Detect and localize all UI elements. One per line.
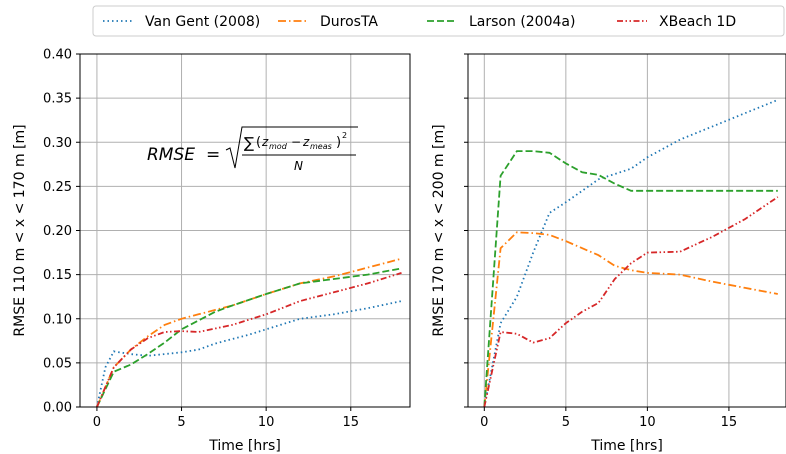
formula-minus: − [291,135,301,149]
formula-sqrt [225,126,358,169]
series-xbeach-1d [483,196,779,408]
formula-close-paren: ) [336,135,341,150]
legend-label-larson-2004a: Larson (2004a) [469,14,575,30]
series-xbeach-1d [96,272,402,408]
y-tick-label: 0.35 [43,92,72,107]
right-panel: 0 5 10 15 Time [hrs] RMSE 170 m < x < 200 m [… [431,53,786,454]
formula-open-paren: ( [256,135,261,150]
formula-lhs: RMSE [147,145,195,165]
formula-power: 2 [342,131,347,140]
x-tick-label: 15 [342,415,359,430]
legend-label-xbeach-1d: XBeach 1D [659,14,736,30]
x-tick-label: 10 [639,415,656,430]
series-larson-2004a [96,267,402,408]
series-durosta [96,257,402,408]
y-tick-label: 0.40 [43,48,72,63]
x-tick-label: 5 [177,415,185,430]
y-tick-label: 0.05 [43,356,72,371]
series-van-gent-2008 [483,99,779,408]
y-axis-label: RMSE 110 m < x < 170 m [m] [12,124,28,336]
series-larson-2004a [483,150,778,408]
formula-z-mod-sub: mod [269,142,288,151]
legend-label-van-gent-2008: Van Gent (2008) [145,14,260,30]
formula-z-mod: z [261,135,269,149]
x-tick-label: 5 [562,415,570,430]
series-van-gent-2008 [96,300,402,408]
formula-z-meas-sub: meas [310,142,332,151]
rmse-formula: RMSE = ∑ ( z mod − z meas ) 2 N [147,126,358,173]
formula-denominator: N [294,159,303,173]
x-tick-label: 15 [721,415,738,430]
formula-sum: ∑ [244,134,254,152]
x-axis-label: Time [hrs] [590,438,663,454]
x-axis-label: Time [hrs] [208,438,281,454]
formula-equals: = [206,145,220,165]
y-tick-label: 0.30 [43,136,72,151]
left-panel: 0 5 10 15 0.00 0.05 0.10 0.15 0.20 0.25 0.30 0.35 0.… [12,48,411,454]
legend: Van Gent (2008) DurosTA Larson (2004a) XBea… [92,5,785,37]
x-tick-label: 10 [258,415,275,430]
y-axis-label: RMSE 170 m < x < 200 m [m] [431,124,447,336]
y-tick-label: 0.10 [43,312,72,327]
x-tick-label: 0 [93,415,101,430]
y-tick-label: 0.00 [43,401,72,416]
formula-z-meas: z [302,135,310,149]
y-tick-label: 0.15 [43,268,72,283]
y-tick-label: 0.20 [43,224,72,239]
legend-label-durosta: DurosTA [320,14,378,30]
x-tick-label: 0 [480,415,488,430]
series-durosta [483,231,778,408]
y-tick-label: 0.25 [43,180,72,195]
